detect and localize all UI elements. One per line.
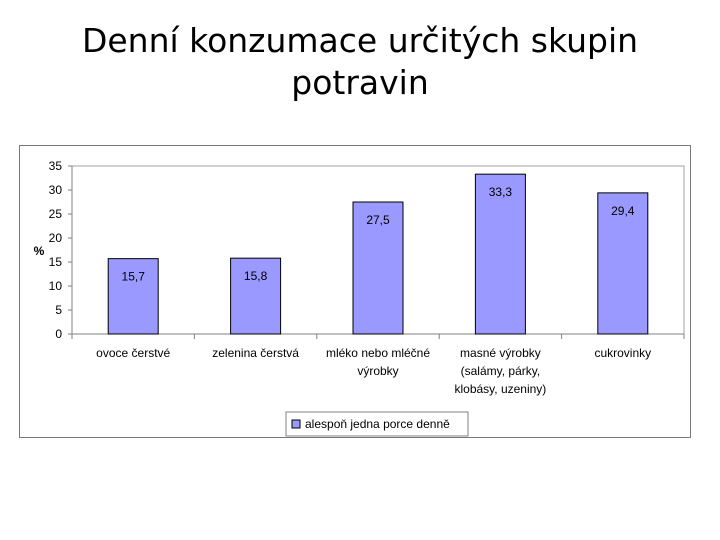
y-tick-label: 35 [49,159,63,173]
page-title: Denní konzumace určitých skupin potravin [81,21,639,102]
y-tick-label: 20 [49,231,63,245]
bar [597,192,649,335]
x-category-label: výrobky [357,364,398,378]
y-tick-label: 5 [55,303,62,317]
y-axis-title: % [34,244,45,258]
bar [107,258,159,335]
y-tick-label: 30 [49,183,63,197]
bar [474,173,526,335]
x-category-label: (salámy, párky, [461,364,541,378]
data-label: 15,7 [122,270,146,284]
x-category-label: mléko nebo mléčné [326,346,430,360]
legend-label: alespoň jedna porce denně [305,417,450,431]
y-tick-label: 0 [55,327,62,341]
y-tick-label: 10 [49,279,63,293]
data-label: 27,5 [366,213,390,227]
x-category-label: zelenina čerstvá [212,346,299,360]
x-category-label: cukrovinky [594,346,651,360]
bar [352,201,404,335]
legend: alespoň jedna porce denně [285,411,469,437]
y-tick-label: 15 [49,255,63,269]
data-label: 15,8 [244,269,268,283]
x-category-label: klobásy, uzeniny) [454,382,546,396]
data-label: 29,4 [611,204,635,218]
y-tick-label: 25 [49,207,63,221]
x-category-label: ovoce čerstvé [96,346,170,360]
data-label: 33,3 [489,185,513,199]
plot-area: 0 5 10 15 20 25 30 35% 15,7 ovoce čerstvé 15,8 zele… [34,159,685,396]
bar [230,257,282,335]
legend-swatch [291,419,301,429]
legend-box [285,411,469,437]
x-category-label: masné výrobky [460,346,541,360]
